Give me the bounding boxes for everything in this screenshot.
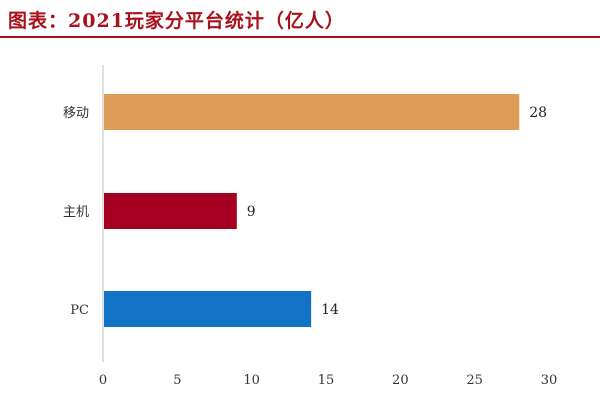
value-label-mobile: 28 bbox=[529, 105, 547, 121]
x-tick-label-0: 0 bbox=[99, 373, 107, 388]
x-tick-label-20: 20 bbox=[392, 373, 409, 388]
x-tick-label-10: 10 bbox=[243, 373, 260, 388]
value-label-console: 9 bbox=[247, 204, 256, 220]
bar-mobile bbox=[104, 94, 520, 130]
bar-pc bbox=[104, 291, 312, 327]
x-tick-label-25: 25 bbox=[466, 373, 483, 388]
category-label-mobile: 移动 bbox=[63, 106, 89, 121]
title-divider bbox=[0, 36, 600, 38]
x-axis-tick-labels: 0 5 10 15 20 25 30 bbox=[99, 373, 557, 388]
x-tick-label-30: 30 bbox=[541, 373, 558, 388]
bar-console bbox=[104, 193, 237, 229]
category-label-console: 主机 bbox=[63, 205, 89, 220]
x-tick-label-15: 15 bbox=[318, 373, 335, 388]
chart-title: 图表：2021玩家分平台统计（亿人） bbox=[8, 10, 345, 32]
value-label-pc: 14 bbox=[321, 302, 339, 318]
bars-group bbox=[104, 94, 520, 327]
x-tick-label-5: 5 bbox=[173, 373, 181, 388]
value-labels: 28 9 14 bbox=[247, 105, 547, 318]
category-label-pc: PC bbox=[70, 303, 89, 318]
